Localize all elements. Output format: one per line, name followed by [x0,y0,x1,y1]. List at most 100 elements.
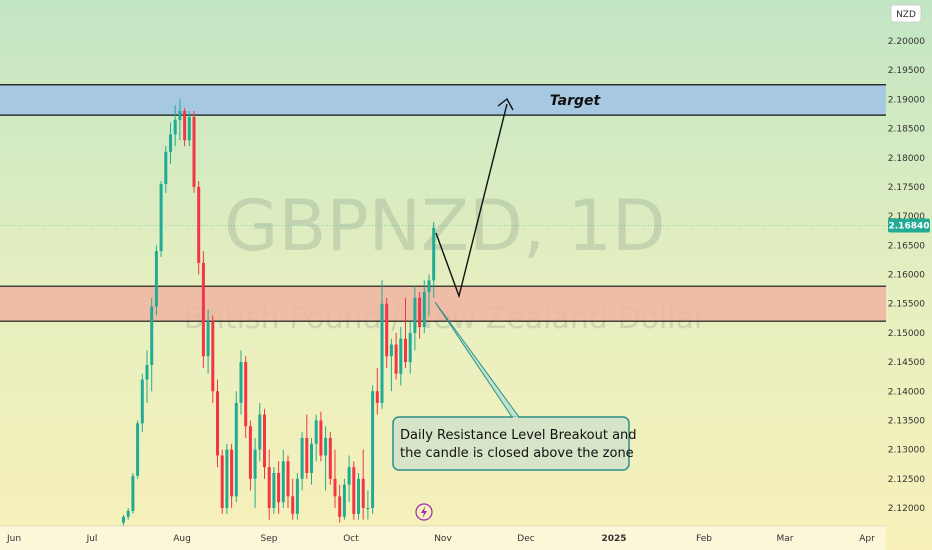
candle [239,350,243,415]
target-label: Target [550,93,602,109]
candle-body [164,151,168,185]
price-tick-label: 2.12000 [888,504,925,514]
last-price-label: 2.16840 [888,218,930,233]
candle-body [258,414,262,450]
candle [187,111,191,147]
candle-body [197,186,201,263]
price-tick-label: 2.19000 [888,95,925,105]
candle-body [408,332,412,363]
candle-body [230,449,234,497]
candle-body [169,134,172,152]
candle-body [295,478,299,514]
candle [159,181,163,257]
candles-layer [122,99,436,526]
candle-body [253,449,257,479]
candle [173,105,177,147]
candle [230,443,234,508]
candle-body [324,437,328,456]
candle-body [145,364,149,380]
time-tick-label: Jun [6,534,21,544]
candle [216,379,219,468]
support-zone [0,286,886,322]
time-tick-label: 2025 [601,534,626,544]
candle [324,426,328,491]
candle [328,432,332,485]
candle-body [361,478,365,508]
candle [267,449,271,520]
candle [244,356,248,438]
candle-body [220,455,224,508]
candle [211,315,215,403]
candle-body [366,508,370,509]
callout-line-2: the candle is closed above the zone [400,446,634,461]
svg-text:2.16840: 2.16840 [889,221,930,231]
candle [305,414,309,479]
candle [277,461,281,514]
candle-body [225,449,229,508]
candle [352,461,356,520]
price-tick-label: 2.15000 [888,329,925,339]
time-axis[interactable] [0,526,886,550]
candle [422,280,426,333]
candle [385,297,389,368]
candle-body [394,344,398,374]
candle-body [150,306,154,365]
candle [197,181,201,275]
time-tick-label: Oct [343,534,359,544]
candle-body [244,362,248,427]
candle [131,472,135,514]
candle [432,221,436,298]
price-tick-label: 2.12500 [888,475,925,485]
candle-body [427,280,431,293]
candle-body [211,321,215,392]
candle-body [380,303,384,403]
candle-body [239,362,243,403]
candle-body [206,321,210,357]
price-tick-label: 2.16000 [888,271,925,281]
projection-arrow [435,97,514,299]
candle [164,146,168,193]
candle-body [281,461,285,503]
candle-body [291,496,295,514]
candle-body [183,111,187,141]
time-tick-label: Jul [86,534,98,544]
time-tick-label: Mar [777,534,794,544]
candle [183,108,187,147]
time-tick-label: Apr [859,534,875,544]
candle-body [272,472,276,508]
time-tick-label: Sep [261,534,278,544]
callout-box [392,416,630,471]
candle-body [319,420,323,456]
candle [371,385,375,514]
candle-body [201,262,205,357]
candle-body [286,461,290,497]
candle-body [371,391,375,508]
candle-body [140,379,144,424]
candle [272,467,276,514]
candle-body [432,227,436,281]
candle [140,373,144,433]
candle [291,478,295,520]
candle-body [267,467,271,508]
lightning-icon[interactable] [415,503,433,521]
price-tick-label: 2.13000 [888,446,925,456]
currency-badge[interactable]: NZD [890,4,922,23]
price-tick-label: 2.18000 [888,154,925,164]
candle-body [126,510,130,517]
candle [258,402,262,462]
candle [234,391,238,503]
candle [361,449,365,520]
candle [357,472,360,520]
candle-body [248,426,252,479]
candle-body [375,391,379,403]
candle [201,251,205,368]
price-tick-label: 2.17500 [888,183,925,193]
candle-body [357,478,360,514]
candle-body [314,420,318,444]
candle-body [310,443,313,473]
candle [154,245,158,316]
time-tick-label: Dec [517,534,534,544]
projection-path [435,103,508,299]
candle-body [338,496,342,517]
